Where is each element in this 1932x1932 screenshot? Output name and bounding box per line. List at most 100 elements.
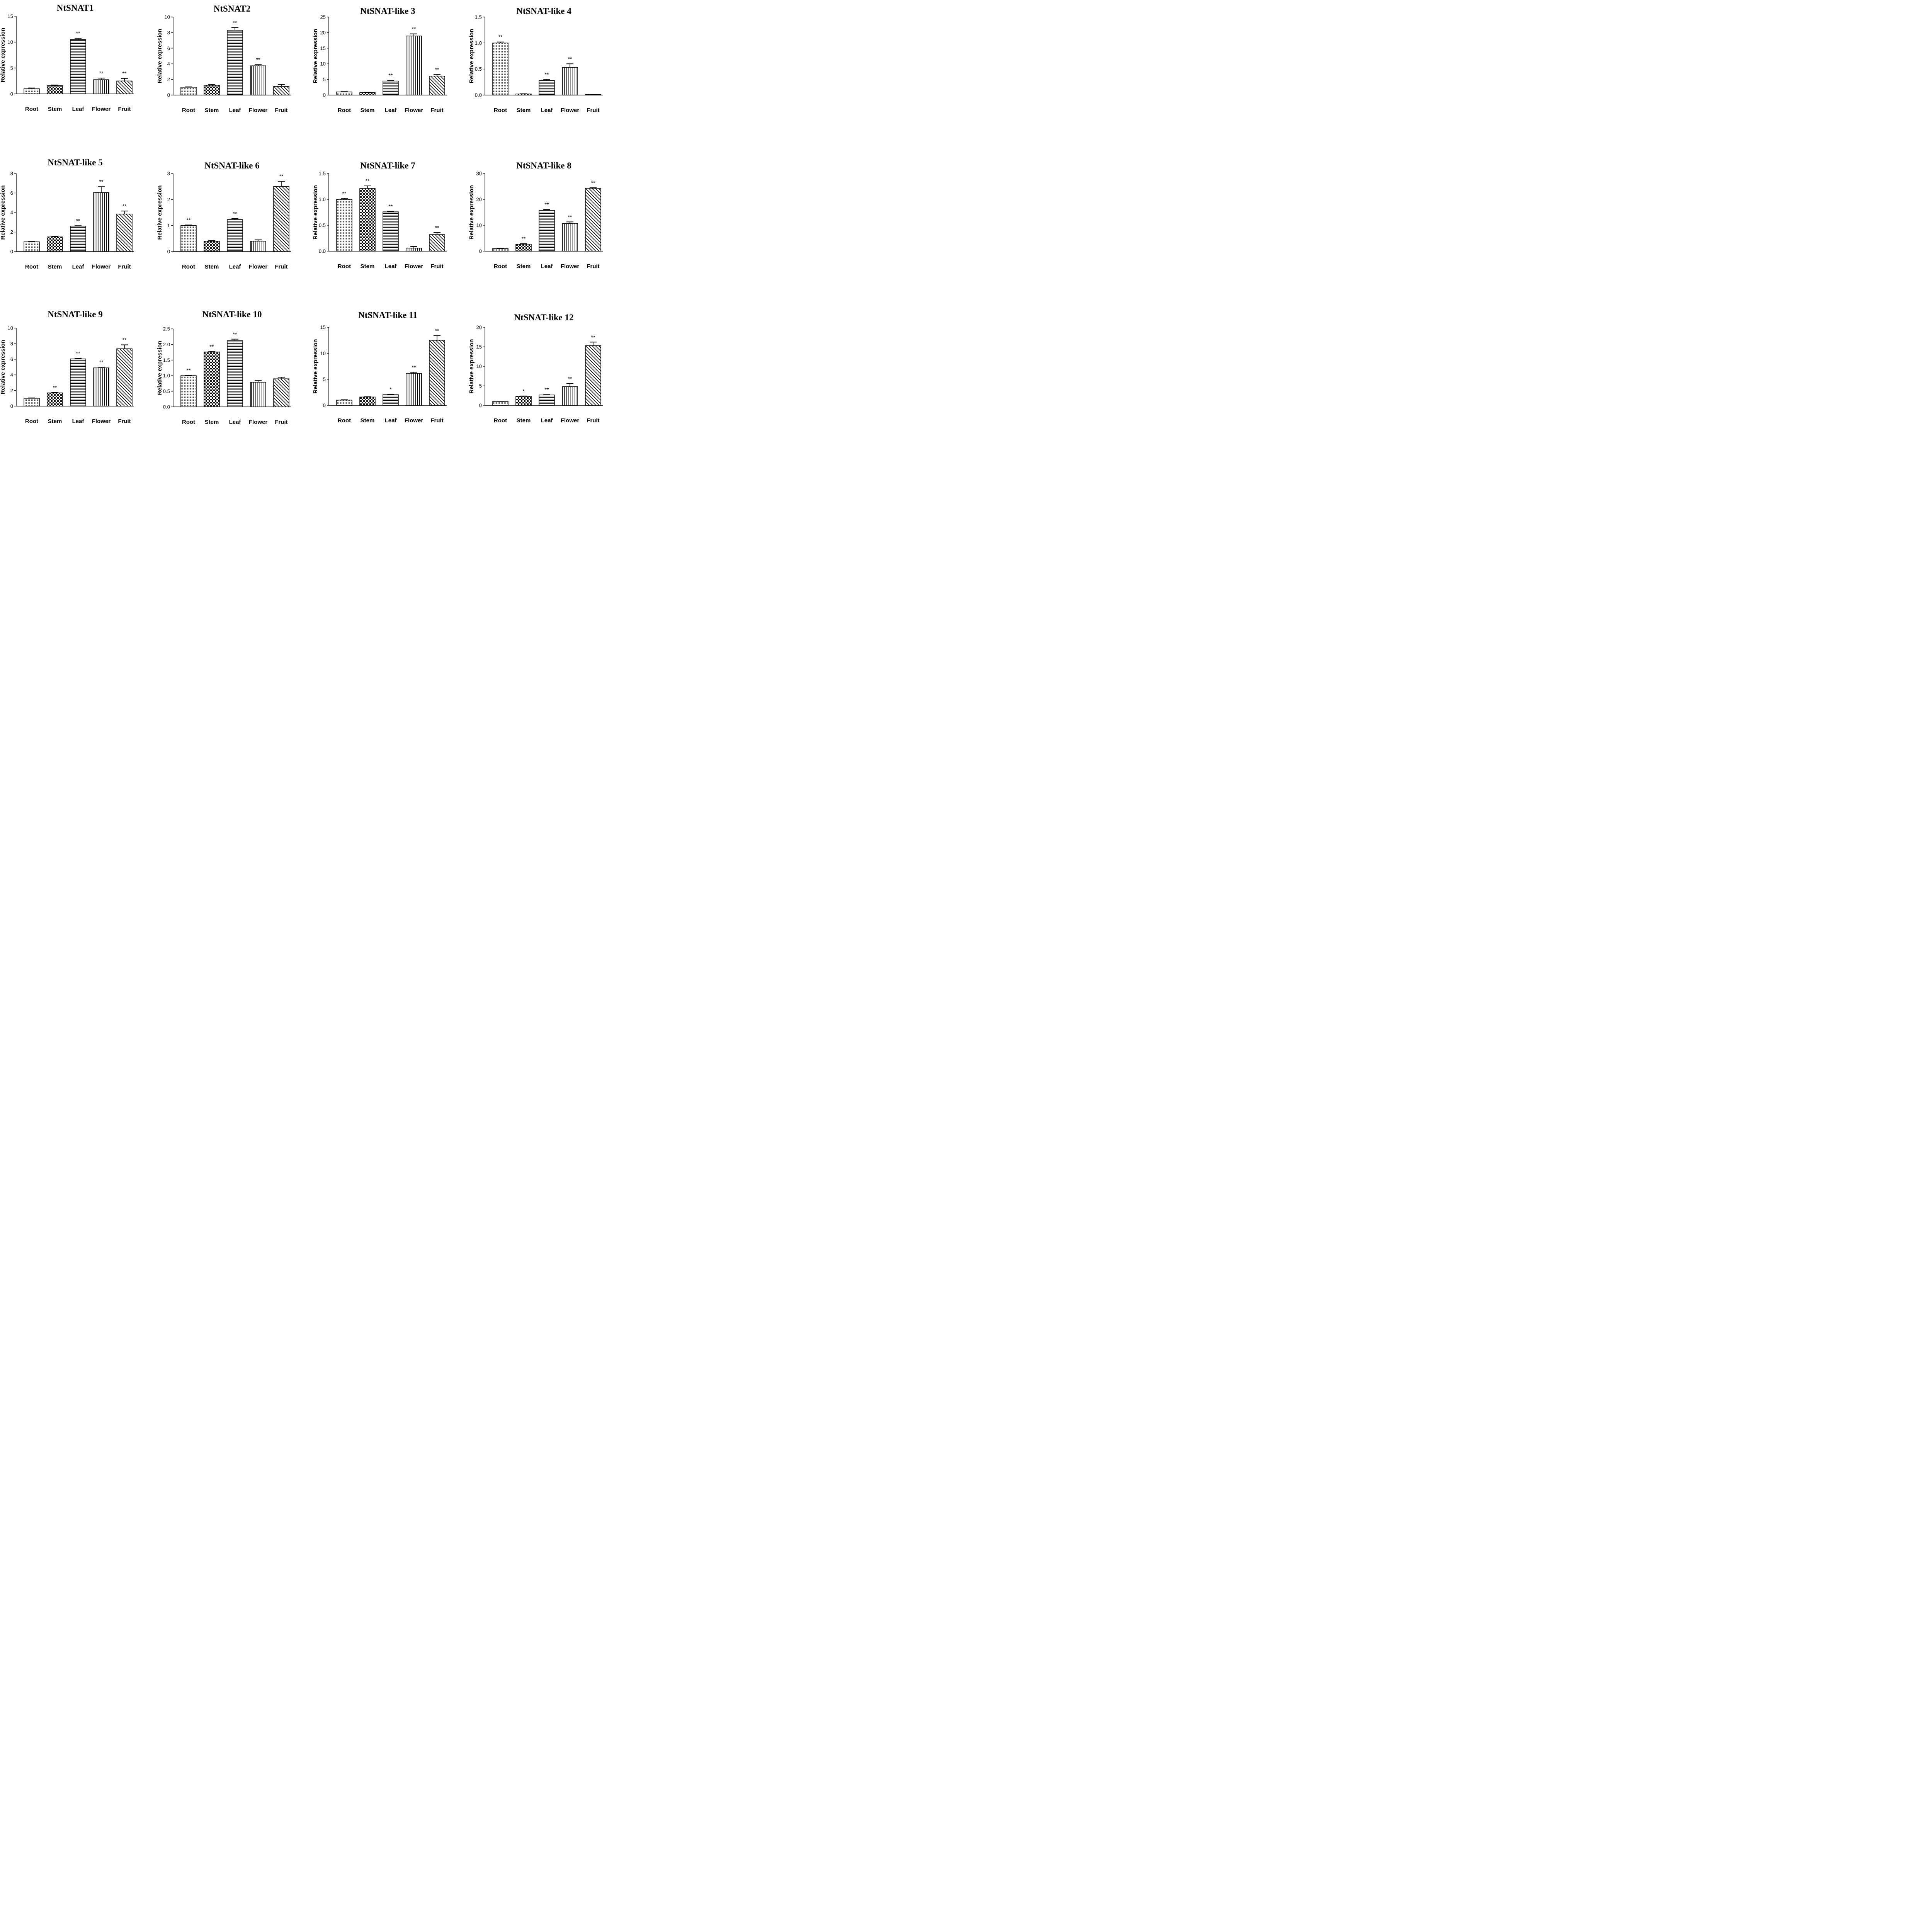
bar [250,382,266,407]
y-tick-label: 15 [320,45,326,51]
x-tick-label: Fruit [430,417,443,424]
y-tick-label: 0.0 [163,404,170,410]
y-tick-label: 0 [10,403,13,409]
chart-panel: NtSNAT-like 12 Relative expression 0 5 10 15 2… [468,313,603,424]
chart-title: NtSNAT2 [214,4,250,14]
x-tick-label: Flower [561,417,580,424]
y-tick-label: 0.5 [319,223,326,228]
x-tick-label: Root [494,417,507,424]
y-tick-label: 8 [10,171,13,177]
significance-mark: ** [233,210,237,216]
y-tick-label: 2 [10,388,13,393]
bar [70,359,86,406]
y-tick-label: 0 [323,403,326,408]
y-tick-label: 0.5 [163,388,170,394]
significance-mark: ** [122,70,127,77]
x-tick-label: Leaf [72,264,85,270]
y-tick-label: 10 [320,61,326,67]
bar [359,188,376,252]
significance-mark: ** [122,203,127,209]
x-tick-label: Flower [92,106,111,112]
significance-mark: ** [498,34,503,40]
y-tick-label: 30 [476,171,482,177]
significance-mark: ** [76,30,80,36]
bar [539,210,555,252]
y-tick-label: 1.5 [163,357,170,363]
bar [429,340,445,406]
bar [180,375,197,407]
y-axis-label: Relative expression [0,185,6,240]
bar [24,88,40,94]
bar [70,226,86,252]
y-axis-label: Relative expression [312,29,319,83]
x-tick-label: Fruit [587,417,599,424]
x-tick-label: Fruit [275,107,287,114]
bar [406,36,422,95]
significance-mark: ** [233,19,237,26]
bar [383,394,399,406]
significance-mark: ** [545,71,549,78]
bar [539,80,555,95]
x-tick-label: Flower [249,264,268,270]
y-tick-label: 15 [8,14,13,19]
x-tick-label: Flower [405,263,423,270]
bar [93,192,109,252]
significance-mark: ** [389,203,393,209]
y-axis-label: Relative expression [468,29,475,83]
significance-mark: ** [256,56,260,63]
x-tick-label: Root [338,263,351,270]
y-tick-label: 6 [10,190,13,196]
bar [515,244,532,252]
significance-mark: ** [545,386,549,393]
x-tick-label: Flower [561,107,580,114]
x-tick-label: Root [25,264,38,270]
bar [492,248,509,252]
y-axis-label: Relative expression [156,341,163,395]
y-tick-label: 2 [167,197,170,202]
significance-mark: ** [591,334,595,340]
x-tick-label: Leaf [541,107,553,114]
bar [204,85,220,95]
significance-mark: ** [76,350,80,356]
x-tick-label: Leaf [385,417,397,424]
significance-mark: ** [99,359,104,365]
chart-title: NtSNAT-like 7 [360,161,415,170]
y-tick-label: 8 [167,30,170,36]
significance-mark: ** [435,66,439,73]
x-tick-label: Leaf [229,419,242,425]
y-tick-label: 10 [320,350,326,356]
x-tick-label: Flower [405,107,423,114]
significance-mark: ** [187,217,191,223]
y-tick-label: 6 [10,356,13,362]
y-tick-label: 4 [167,61,170,67]
bar [116,214,133,252]
significance-mark: ** [568,56,572,62]
bar [70,39,86,94]
bar [359,396,376,406]
x-tick-label: Root [494,107,507,114]
y-tick-label: 20 [320,30,326,36]
x-tick-label: Stem [361,263,375,270]
bar [250,241,266,252]
y-axis-label: Relative expression [468,185,475,240]
significance-mark: ** [568,214,572,220]
significance-mark: ** [412,364,416,370]
significance-mark: ** [342,190,347,196]
bar [227,30,243,95]
bar [204,352,220,407]
x-tick-label: Root [494,263,507,270]
y-tick-label: 10 [8,325,13,331]
bar [585,345,601,406]
y-axis-label: Relative expression [0,340,6,395]
bar [406,248,422,252]
y-tick-label: 10 [476,364,482,369]
significance-mark: ** [435,224,439,231]
y-tick-label: 8 [10,341,13,347]
x-tick-label: Fruit [587,107,599,114]
y-tick-label: 20 [476,325,482,330]
chart-panel: NtSNAT-like 8 Relative expression 0 10 20 30 R… [468,161,603,270]
x-tick-label: Stem [48,106,62,112]
y-tick-label: 0 [167,249,170,255]
x-tick-label: Stem [517,107,531,114]
